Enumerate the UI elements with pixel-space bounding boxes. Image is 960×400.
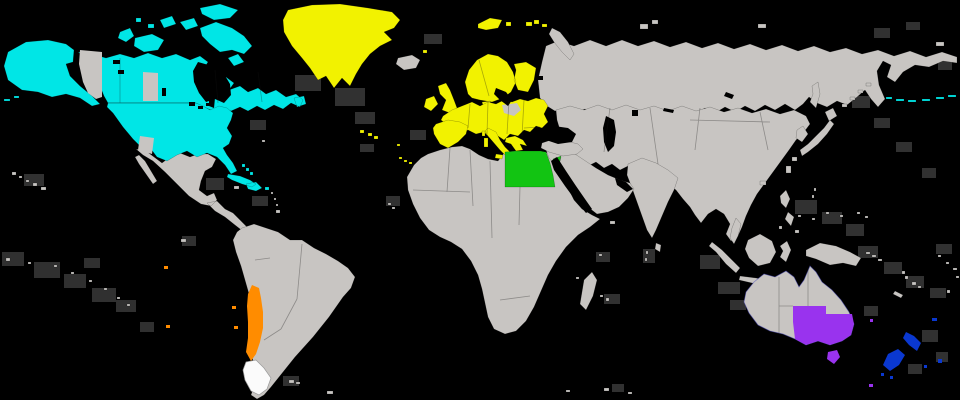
greenland	[282, 3, 401, 89]
black-sea	[538, 126, 576, 144]
svalbard-franz-josef	[477, 17, 548, 31]
ocean-noise	[2, 22, 952, 392]
region-egypt	[504, 150, 562, 188]
alaska	[3, 39, 101, 107]
central-east-asia	[555, 104, 811, 242]
europe-mainland	[440, 97, 549, 141]
belarus-patch	[502, 103, 521, 116]
region-new-zealand	[881, 318, 942, 379]
iceland	[395, 54, 421, 71]
caribbean-cyan	[226, 163, 270, 192]
saskatchewan-patch	[143, 72, 158, 101]
chile	[246, 285, 263, 361]
persian-gulf	[615, 178, 633, 192]
new-zealand-south-island	[881, 349, 905, 376]
red-sea	[551, 157, 592, 213]
magallanes	[242, 359, 272, 396]
aleutian-islands-east	[885, 94, 957, 103]
canada-mainland	[77, 51, 307, 112]
country-borders	[108, 58, 809, 341]
region-usa-canada	[3, 3, 957, 192]
new-zealand-north-island	[903, 332, 921, 351]
region-europe-greenland	[282, 3, 549, 165]
scandinavia	[422, 49, 537, 110]
tasmania	[827, 350, 840, 364]
land-gray	[5, 19, 960, 400]
madagascar	[579, 271, 598, 311]
gray-overlays	[79, 50, 521, 154]
novaya-zemlya	[548, 27, 575, 61]
egypt	[504, 150, 562, 188]
pacific-island-dots	[5, 139, 960, 395]
region-se-australia	[793, 306, 873, 387]
caribbean-gray-islands	[233, 151, 521, 214]
balkans-greece	[504, 135, 528, 152]
hudson-bay	[193, 62, 231, 108]
yukon-bc-patch	[79, 50, 102, 99]
caspian-sea	[538, 76, 734, 152]
baltic-sea	[494, 88, 512, 106]
inland-water	[113, 60, 734, 213]
region-chile	[164, 266, 263, 361]
russian-arctic-islands	[639, 19, 945, 47]
se-australia	[793, 306, 854, 345]
arizona-patch	[138, 136, 154, 154]
japan-korea-sakhalin	[791, 81, 872, 162]
canada-arctic-islands	[117, 3, 253, 67]
atlantic-islands-yellow	[359, 129, 413, 165]
india	[626, 157, 679, 253]
region-magallanes	[242, 359, 272, 396]
iberia	[432, 119, 469, 149]
